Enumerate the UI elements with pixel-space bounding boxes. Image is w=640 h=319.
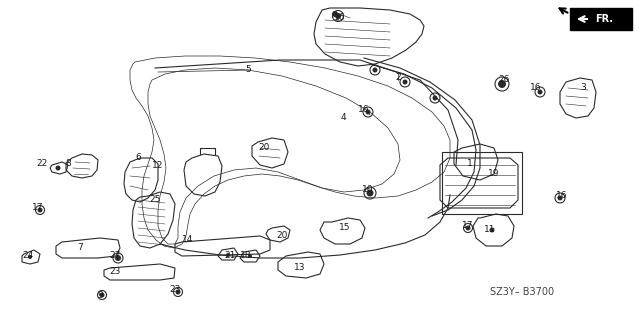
Text: SZ3Y– B3700: SZ3Y– B3700 <box>490 287 554 297</box>
Text: 16: 16 <box>358 106 370 115</box>
Text: 21: 21 <box>224 250 236 259</box>
Text: 16: 16 <box>334 13 346 23</box>
Circle shape <box>38 207 42 212</box>
Circle shape <box>490 227 495 233</box>
Circle shape <box>248 254 252 258</box>
Text: 12: 12 <box>152 160 164 169</box>
Text: 6: 6 <box>135 153 141 162</box>
Bar <box>442 152 522 214</box>
Text: 11: 11 <box>484 226 496 234</box>
Text: 15: 15 <box>339 224 351 233</box>
Text: 23: 23 <box>109 268 121 277</box>
Text: 7: 7 <box>77 243 83 253</box>
Text: 8: 8 <box>65 159 71 167</box>
Text: FR.: FR. <box>595 14 613 24</box>
Text: 24: 24 <box>22 250 34 259</box>
Circle shape <box>115 255 121 261</box>
Text: 23: 23 <box>170 286 180 294</box>
Circle shape <box>365 109 371 115</box>
Text: 20: 20 <box>276 231 288 240</box>
Text: 20: 20 <box>259 144 269 152</box>
Text: 16: 16 <box>556 190 568 199</box>
Text: 14: 14 <box>182 235 194 244</box>
Text: 13: 13 <box>294 263 306 272</box>
Circle shape <box>99 293 104 298</box>
Text: 10: 10 <box>362 186 374 195</box>
Text: 22: 22 <box>36 159 47 167</box>
Circle shape <box>367 189 374 197</box>
Circle shape <box>557 196 563 201</box>
Text: 18: 18 <box>240 250 252 259</box>
Text: 17: 17 <box>32 204 44 212</box>
Text: 4: 4 <box>340 114 346 122</box>
Text: 3: 3 <box>580 84 586 93</box>
Text: 9: 9 <box>97 291 103 300</box>
Circle shape <box>372 68 378 72</box>
Text: 5: 5 <box>245 65 251 75</box>
Circle shape <box>403 79 408 85</box>
Circle shape <box>226 253 230 257</box>
Text: 26: 26 <box>499 76 509 85</box>
Text: 19: 19 <box>488 168 500 177</box>
Circle shape <box>175 290 180 294</box>
Circle shape <box>538 90 543 94</box>
Circle shape <box>56 166 61 170</box>
Text: 27: 27 <box>109 250 121 259</box>
Text: 2: 2 <box>395 73 401 83</box>
Text: 17: 17 <box>462 220 474 229</box>
Circle shape <box>465 226 470 231</box>
Text: 1: 1 <box>467 159 473 167</box>
Circle shape <box>332 11 338 17</box>
Text: 16: 16 <box>531 84 541 93</box>
Circle shape <box>28 255 32 259</box>
Circle shape <box>433 95 438 100</box>
Circle shape <box>335 13 341 19</box>
FancyBboxPatch shape <box>570 8 632 30</box>
Circle shape <box>498 80 506 88</box>
Text: 25: 25 <box>149 196 161 204</box>
